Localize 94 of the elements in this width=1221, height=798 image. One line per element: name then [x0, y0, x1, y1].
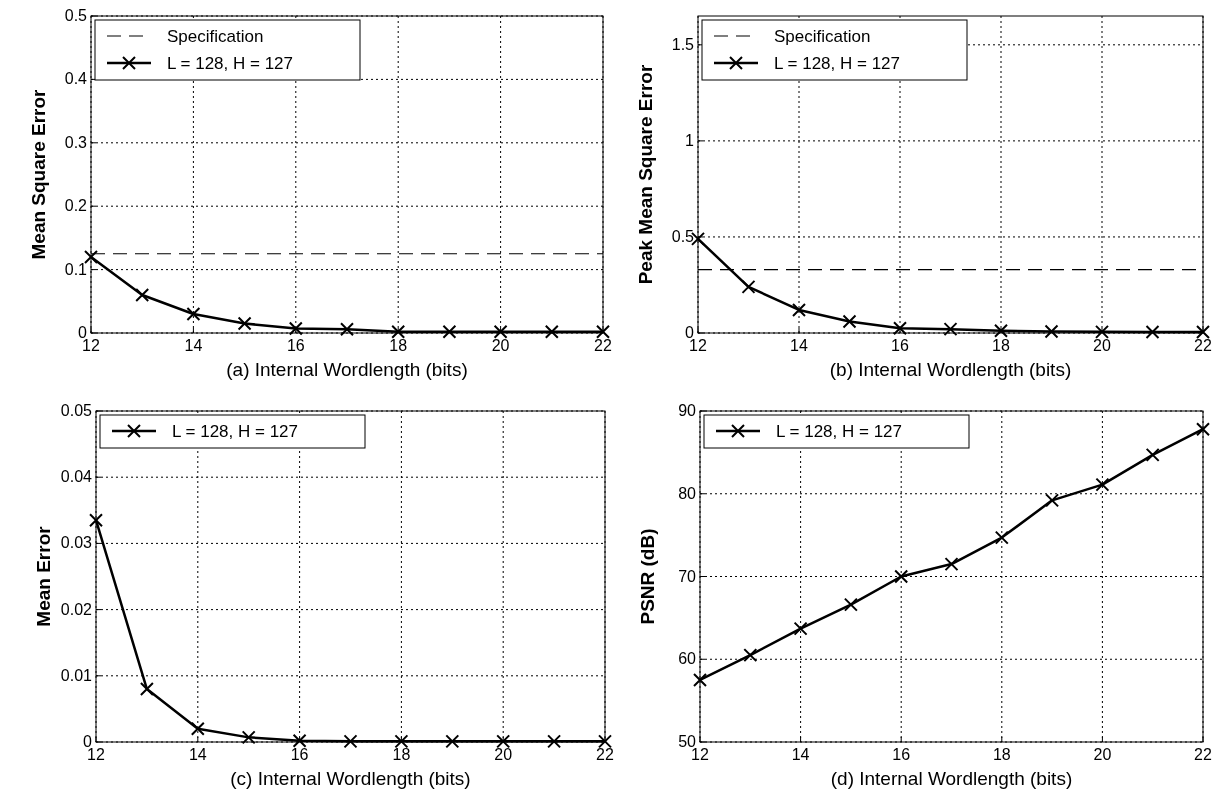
point — [135, 287, 150, 302]
point — [292, 733, 307, 748]
y-tick-label: 1.5 — [671, 35, 695, 53]
y-axis-title: PSNR (dB) — [637, 528, 658, 625]
legend-label: L = 128, H = 127 — [774, 54, 901, 73]
x-tick-label: 22 — [1194, 337, 1212, 354]
y-tick-label: 90 — [678, 402, 697, 419]
y-tick-label: 0.3 — [64, 133, 88, 151]
point — [693, 672, 707, 687]
y-axis-title: Peak Mean Square Error — [635, 64, 656, 285]
point — [340, 322, 354, 337]
x-tick-label: 20 — [1093, 337, 1111, 354]
point — [544, 324, 559, 339]
point — [596, 324, 610, 339]
point — [894, 569, 909, 584]
point — [1095, 324, 1109, 339]
x-tick-label: 18 — [992, 746, 1011, 763]
x-axis-title: (a) Internal Wordlength (bits) — [226, 359, 468, 380]
legend-label: L = 128, H = 127 — [167, 54, 294, 73]
x-axis-title: (d) Internal Wordlength (bits) — [830, 768, 1073, 789]
legend-label: Specification — [167, 27, 264, 46]
y-tick-label: 70 — [678, 567, 697, 585]
x-tick-label: 14 — [184, 337, 203, 354]
point — [190, 721, 205, 736]
y-tick-label: 0.5 — [64, 7, 88, 24]
y-tick-label: 0.02 — [60, 600, 93, 618]
x-tick-label: 20 — [494, 746, 513, 763]
point — [241, 730, 256, 745]
point — [792, 302, 806, 317]
x-tick-label: 22 — [1194, 746, 1212, 763]
point — [1196, 422, 1210, 437]
point — [288, 321, 303, 336]
point — [547, 734, 562, 749]
point — [793, 621, 808, 636]
y-tick-label: 0.1 — [64, 260, 88, 278]
y-axis-title: Mean Error — [33, 525, 54, 627]
x-tick-label: 18 — [389, 337, 408, 354]
point — [842, 314, 857, 329]
x-axis-title: (b) Internal Wordlength (bits) — [829, 359, 1072, 380]
y-tick-label: 0.03 — [60, 534, 93, 552]
point — [84, 249, 98, 264]
x-tick-label: 22 — [594, 337, 612, 354]
y-tick-label: 0.2 — [64, 197, 88, 215]
x-tick-label: 16 — [290, 746, 309, 763]
y-axis-title: Mean Square Error — [28, 88, 49, 260]
x-tick-label: 16 — [891, 337, 909, 354]
x-axis-title: (c) Internal Wordlength (bits) — [230, 768, 471, 789]
point — [445, 734, 460, 749]
point — [493, 324, 508, 339]
point — [186, 306, 201, 321]
y-tick-label: 80 — [678, 484, 697, 502]
legend-label: L = 128, H = 127 — [172, 422, 299, 441]
point — [741, 279, 756, 294]
legend-label: L = 128, H = 127 — [776, 422, 903, 441]
x-tick-label: 18 — [392, 746, 411, 763]
point — [598, 734, 612, 749]
point — [1145, 447, 1160, 462]
x-tick-label: 20 — [491, 337, 510, 354]
y-tick-label: 60 — [678, 650, 697, 668]
x-tick-label: 14 — [188, 746, 207, 763]
x-tick-label: 18 — [992, 337, 1010, 354]
x-tick-label: 22 — [596, 746, 614, 763]
point — [1044, 324, 1059, 339]
point — [1145, 325, 1160, 340]
y-tick-label: 0.01 — [60, 666, 93, 684]
point — [943, 322, 958, 337]
point — [1095, 477, 1110, 492]
point — [994, 530, 1009, 545]
y-tick-label: 1 — [685, 131, 695, 149]
x-tick-label: 14 — [791, 746, 810, 763]
point — [394, 734, 409, 749]
point — [442, 324, 457, 339]
legend-label: Specification — [774, 27, 871, 46]
point — [496, 734, 511, 749]
point — [994, 323, 1008, 338]
point — [343, 734, 358, 749]
x-tick-label: 16 — [892, 746, 911, 763]
point — [944, 557, 959, 572]
y-tick-label: 0.05 — [60, 402, 93, 419]
point — [843, 597, 858, 612]
y-tick-label: 0.04 — [60, 468, 93, 486]
point — [139, 682, 154, 697]
y-tick-label: 0.4 — [64, 70, 88, 88]
x-tick-label: 14 — [790, 337, 808, 354]
point — [89, 513, 103, 528]
x-tick-label: 20 — [1093, 746, 1112, 763]
point — [1045, 493, 1060, 508]
point — [237, 316, 252, 331]
x-tick-label: 16 — [286, 337, 305, 354]
point — [743, 648, 758, 663]
y-tick-label: 0.5 — [671, 227, 695, 245]
point — [893, 321, 907, 336]
point — [1196, 325, 1210, 340]
point — [391, 324, 406, 339]
